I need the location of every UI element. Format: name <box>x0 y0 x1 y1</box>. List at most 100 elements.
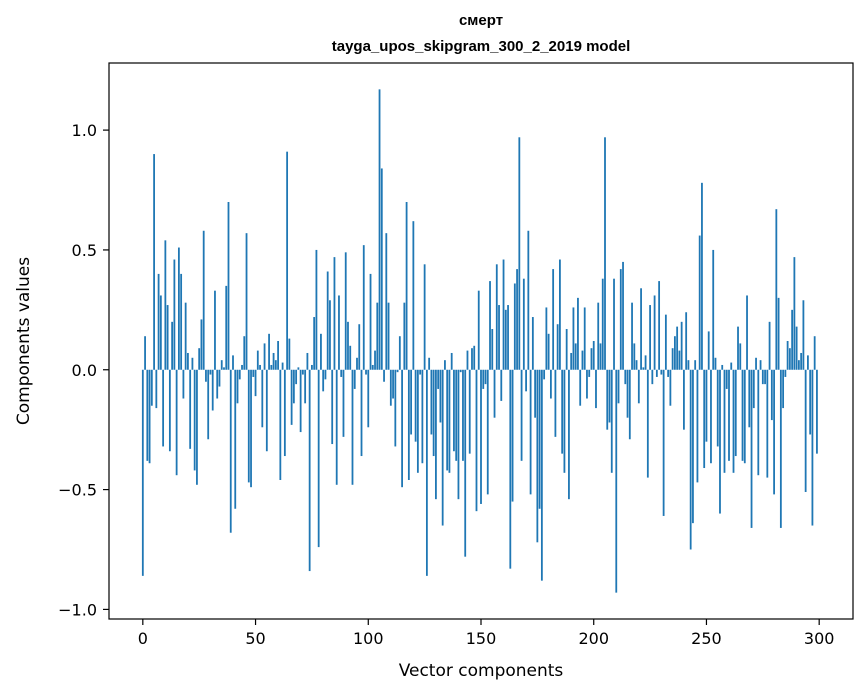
bar <box>313 317 316 370</box>
bar <box>741 369 744 461</box>
bar <box>223 367 225 370</box>
x-tick-label: 0 <box>138 629 148 648</box>
bar <box>362 245 365 370</box>
bar <box>606 369 609 430</box>
bar <box>211 369 214 411</box>
y-tick-label: −0.5 <box>58 481 97 500</box>
bar <box>299 369 302 433</box>
bar <box>387 302 390 370</box>
bar <box>683 369 685 430</box>
bar <box>464 369 467 557</box>
bar <box>809 369 812 435</box>
chart-title: смерт <box>459 12 503 29</box>
bar <box>425 369 428 576</box>
bar <box>304 369 307 404</box>
bar <box>651 369 654 385</box>
bar <box>721 364 724 370</box>
bar <box>263 343 266 370</box>
bar <box>615 369 618 593</box>
bar <box>360 369 363 457</box>
bar <box>220 360 223 370</box>
bar <box>279 369 282 480</box>
bar <box>439 369 442 423</box>
bar <box>405 202 408 370</box>
bar <box>146 369 149 461</box>
bar <box>281 362 284 370</box>
bar <box>324 369 327 380</box>
bar <box>604 137 606 370</box>
bar <box>329 300 331 370</box>
bar <box>216 369 219 399</box>
bar <box>450 352 453 370</box>
chart-subtitle: tayga_upos_skipgram_300_2_2019 model <box>332 38 631 55</box>
bar <box>707 331 710 370</box>
bar <box>380 168 383 370</box>
bar <box>482 369 485 389</box>
bar <box>193 369 196 471</box>
x-tick-label: 250 <box>691 629 722 648</box>
bar <box>536 369 539 543</box>
bar <box>171 321 174 370</box>
bar <box>376 302 379 370</box>
bar <box>369 273 372 370</box>
bar <box>437 369 440 389</box>
bar <box>768 321 771 370</box>
bar <box>538 369 541 509</box>
bar <box>701 182 703 370</box>
bar <box>326 271 329 370</box>
bar <box>579 369 582 406</box>
bar <box>184 302 187 370</box>
bar <box>714 357 717 370</box>
bar <box>227 202 230 370</box>
bar <box>272 352 275 370</box>
bar <box>694 360 697 370</box>
bar <box>583 307 586 370</box>
bar <box>200 319 203 370</box>
bar <box>610 369 613 473</box>
bar <box>351 369 354 485</box>
bar <box>398 336 401 370</box>
bar <box>396 369 399 373</box>
bar <box>155 369 158 409</box>
x-tick-label: 50 <box>245 629 265 648</box>
bar <box>209 369 212 375</box>
bar <box>565 329 568 370</box>
bar <box>308 369 311 572</box>
bar <box>626 369 629 418</box>
bar <box>500 369 503 401</box>
bar <box>238 369 241 380</box>
bar <box>414 369 417 442</box>
bar <box>527 230 530 370</box>
bar <box>277 341 279 370</box>
bar <box>577 297 579 370</box>
bar <box>655 369 658 377</box>
bar <box>164 240 167 370</box>
bar <box>150 369 153 406</box>
bar <box>340 369 343 377</box>
bar <box>441 369 444 526</box>
bar <box>811 369 814 526</box>
bar <box>254 369 257 397</box>
bar <box>807 355 809 370</box>
bar <box>301 369 304 375</box>
bar <box>205 369 207 382</box>
bar <box>286 151 289 370</box>
bar <box>423 264 426 370</box>
bar <box>631 302 633 370</box>
bar <box>522 278 525 370</box>
bar <box>543 369 546 380</box>
bar <box>804 369 807 492</box>
bar <box>552 269 555 370</box>
x-tick-label: 300 <box>804 629 835 648</box>
bar <box>290 369 293 425</box>
bar <box>261 369 264 428</box>
bar <box>214 290 216 370</box>
bar <box>597 302 600 370</box>
bar-series <box>141 89 818 593</box>
bar <box>561 369 564 454</box>
bar <box>407 369 410 480</box>
bar <box>520 369 523 461</box>
y-tick-label: 0.5 <box>72 241 97 260</box>
bar <box>622 261 624 370</box>
